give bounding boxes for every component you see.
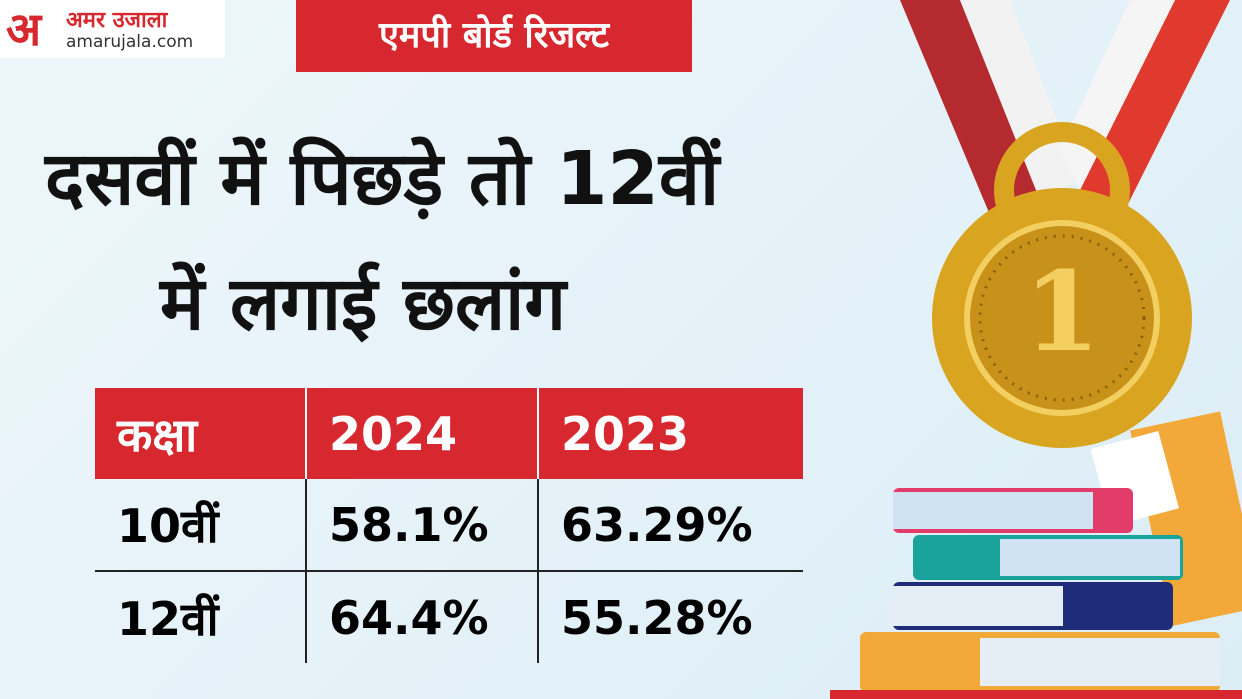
cell: 12वीं bbox=[117, 591, 219, 646]
logo[interactable]: अ अमर उजाला amarujala.com bbox=[0, 0, 225, 58]
logo-site: amarujala.com bbox=[66, 32, 194, 52]
medal-number: 1 bbox=[1024, 247, 1101, 376]
header-cell: 2023 bbox=[537, 388, 803, 479]
cell: 10वीं bbox=[117, 498, 219, 553]
cell: 64.4% bbox=[305, 572, 537, 663]
table-row: 12वीं 64.4% 55.28% bbox=[95, 570, 803, 663]
cell: 58.1% bbox=[305, 479, 537, 570]
logo-name: अमर उजाला bbox=[66, 8, 168, 33]
cell: 55.28% bbox=[537, 572, 803, 663]
table-header: कक्षा 2024 2023 bbox=[95, 388, 803, 479]
table: कक्षा 2024 2023 10वीं 58.1% 63.29% 12वीं… bbox=[95, 388, 803, 663]
headline: दसवीं में पिछड़े तो 12वीं bbox=[45, 136, 720, 222]
header-cell: 2024 bbox=[305, 388, 537, 479]
headline: में लगाई छलांग bbox=[160, 261, 566, 347]
cell: 63.29% bbox=[537, 479, 803, 570]
header-cell: कक्षा bbox=[117, 407, 198, 462]
table-row: 10वीं 58.1% 63.29% bbox=[95, 479, 803, 570]
badge: एमपी बोर्ड रिजल्ट bbox=[296, 0, 692, 72]
logo-letter: अ bbox=[6, 2, 42, 56]
